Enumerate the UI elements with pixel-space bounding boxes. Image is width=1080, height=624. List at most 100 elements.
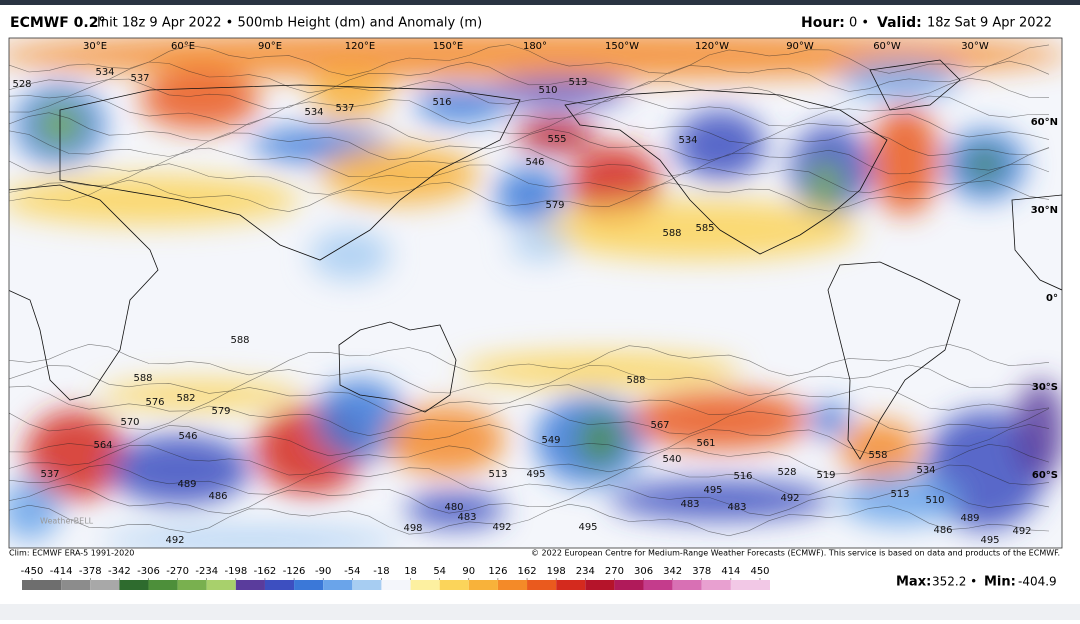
contour-label: 492 [1012,526,1031,537]
colorbar-swatch [235,580,265,590]
contour-line [9,179,1050,212]
latitude-label: 30°S [1032,382,1058,393]
anomaly-blob [675,110,765,180]
anomaly-blob [810,402,850,438]
contour-label: 546 [178,431,197,442]
contour-label: 492 [165,535,184,546]
colorbar-tick-label: 342 [663,566,682,577]
colorbar-swatch [90,580,120,590]
contour-label: 537 [130,73,149,84]
contour-label: 561 [696,438,715,449]
anomaly-blob [840,475,960,525]
colorbar-tick-label: -90 [315,566,331,577]
contour-label: 534 [678,135,697,146]
anomaly-blob [385,405,505,475]
contour-label: 579 [211,406,230,417]
anomaly-field [9,38,1062,548]
anomaly-blob [315,380,405,460]
colorbar-tick-label: -126 [283,566,306,577]
colorbar-tick-label: 414 [721,566,740,577]
anomaly-blob [840,420,920,480]
max-value: 352.2 • [932,575,977,589]
colorbar-swatch [730,580,770,590]
colorbar-tick-label: -342 [108,566,131,577]
colorbar-swatch [614,580,644,590]
contour-label: 498 [403,523,422,534]
contour-label: 528 [12,79,31,90]
map-frame [8,37,1063,549]
anomaly-blob [9,38,1062,80]
colorbar-swatch [294,580,324,590]
colorbar-swatch [264,580,295,590]
contour-label: 492 [780,493,799,504]
colorbar-swatch [177,580,207,590]
colorbar-tick-label: -54 [344,566,360,577]
contour-line [9,60,1050,94]
contour-line [9,463,1050,496]
contour-label: 513 [488,469,507,480]
contour-line [9,403,1050,437]
anomaly-blob [578,414,622,466]
colorbar-tick-label: 126 [488,566,507,577]
contour-line [9,44,1050,77]
colorbar-swatch [439,580,469,590]
colorbar-tick-label: 90 [462,566,475,577]
longitude-labels: 30°E 60°E 90°E 120°E 150°E 180° 150°W 120°W 90°W… [83,41,989,52]
colorbar-tick-label: -234 [195,566,218,577]
anomaly-blob [630,390,810,450]
contour-label: 588 [230,335,249,346]
anomaly-blob [25,410,125,500]
contour-label: 534 [916,465,935,476]
min-label: Min: [984,575,1016,590]
coastlines [9,59,1062,460]
colorbar-swatch [323,580,353,590]
colorbar-tick-label: -270 [166,566,189,577]
contour-line [9,111,1050,144]
contour-label: 513 [568,77,587,88]
anomaly-blob [510,230,570,260]
latitude-label: 0° [1046,293,1058,304]
contour-label: 570 [120,417,139,428]
bottom-strip [0,604,1080,620]
description: Init 18z 9 Apr 2022 • 500mb Height (dm) … [97,16,482,31]
contour-label: 588 [662,228,681,239]
latitude-label: 60°N [1031,117,1058,128]
anomaly-blob [515,117,595,153]
contour-label: 513 [890,489,909,500]
contour-line [9,503,1050,537]
contour-label: 483 [457,512,476,523]
contour-label: 588 [133,373,152,384]
contour-label: 549 [541,435,560,446]
colorbar-tick-label: 234 [576,566,595,577]
contour-line [9,343,1050,377]
contour-label: 588 [626,375,645,386]
contour-label: 483 [680,499,699,510]
contour-label: 585 [695,223,714,234]
colorbar-swatch [468,580,498,590]
contour-label: 546 [525,157,544,168]
colorbar-tick-label: 54 [433,566,446,577]
contour-label: 576 [145,397,164,408]
contour-label: 528 [777,467,796,478]
anomaly-blob [967,149,1003,181]
contour-line [9,95,1050,127]
contour-labels: 534 537 528 534 537 516 510 513 555 546 534 588 585 5… [12,67,1031,546]
contour-label: 486 [933,525,952,536]
contour-label: 555 [547,134,566,145]
contour-label: 567 [650,420,669,431]
colorbar-swatch [119,580,149,590]
colorbar-swatch [22,580,62,590]
longitude-label: 60°W [873,41,901,52]
contour-label: 510 [925,495,944,506]
contour-label: 537 [335,103,354,114]
latitude-labels: 60°N 30°N 0° 30°S 60°S [1031,117,1058,481]
colorbar-tick-label: 378 [692,566,711,577]
longitude-label: 90°E [258,41,282,52]
contour-label: 564 [93,440,112,451]
contour-label: 486 [208,491,227,502]
climo-note: Clim: ECMWF ERA-5 1991-2020 [9,549,134,558]
contour-label: 480 [444,502,463,513]
watermark: WeatherBELL [40,517,94,526]
top-bar [0,0,1080,5]
